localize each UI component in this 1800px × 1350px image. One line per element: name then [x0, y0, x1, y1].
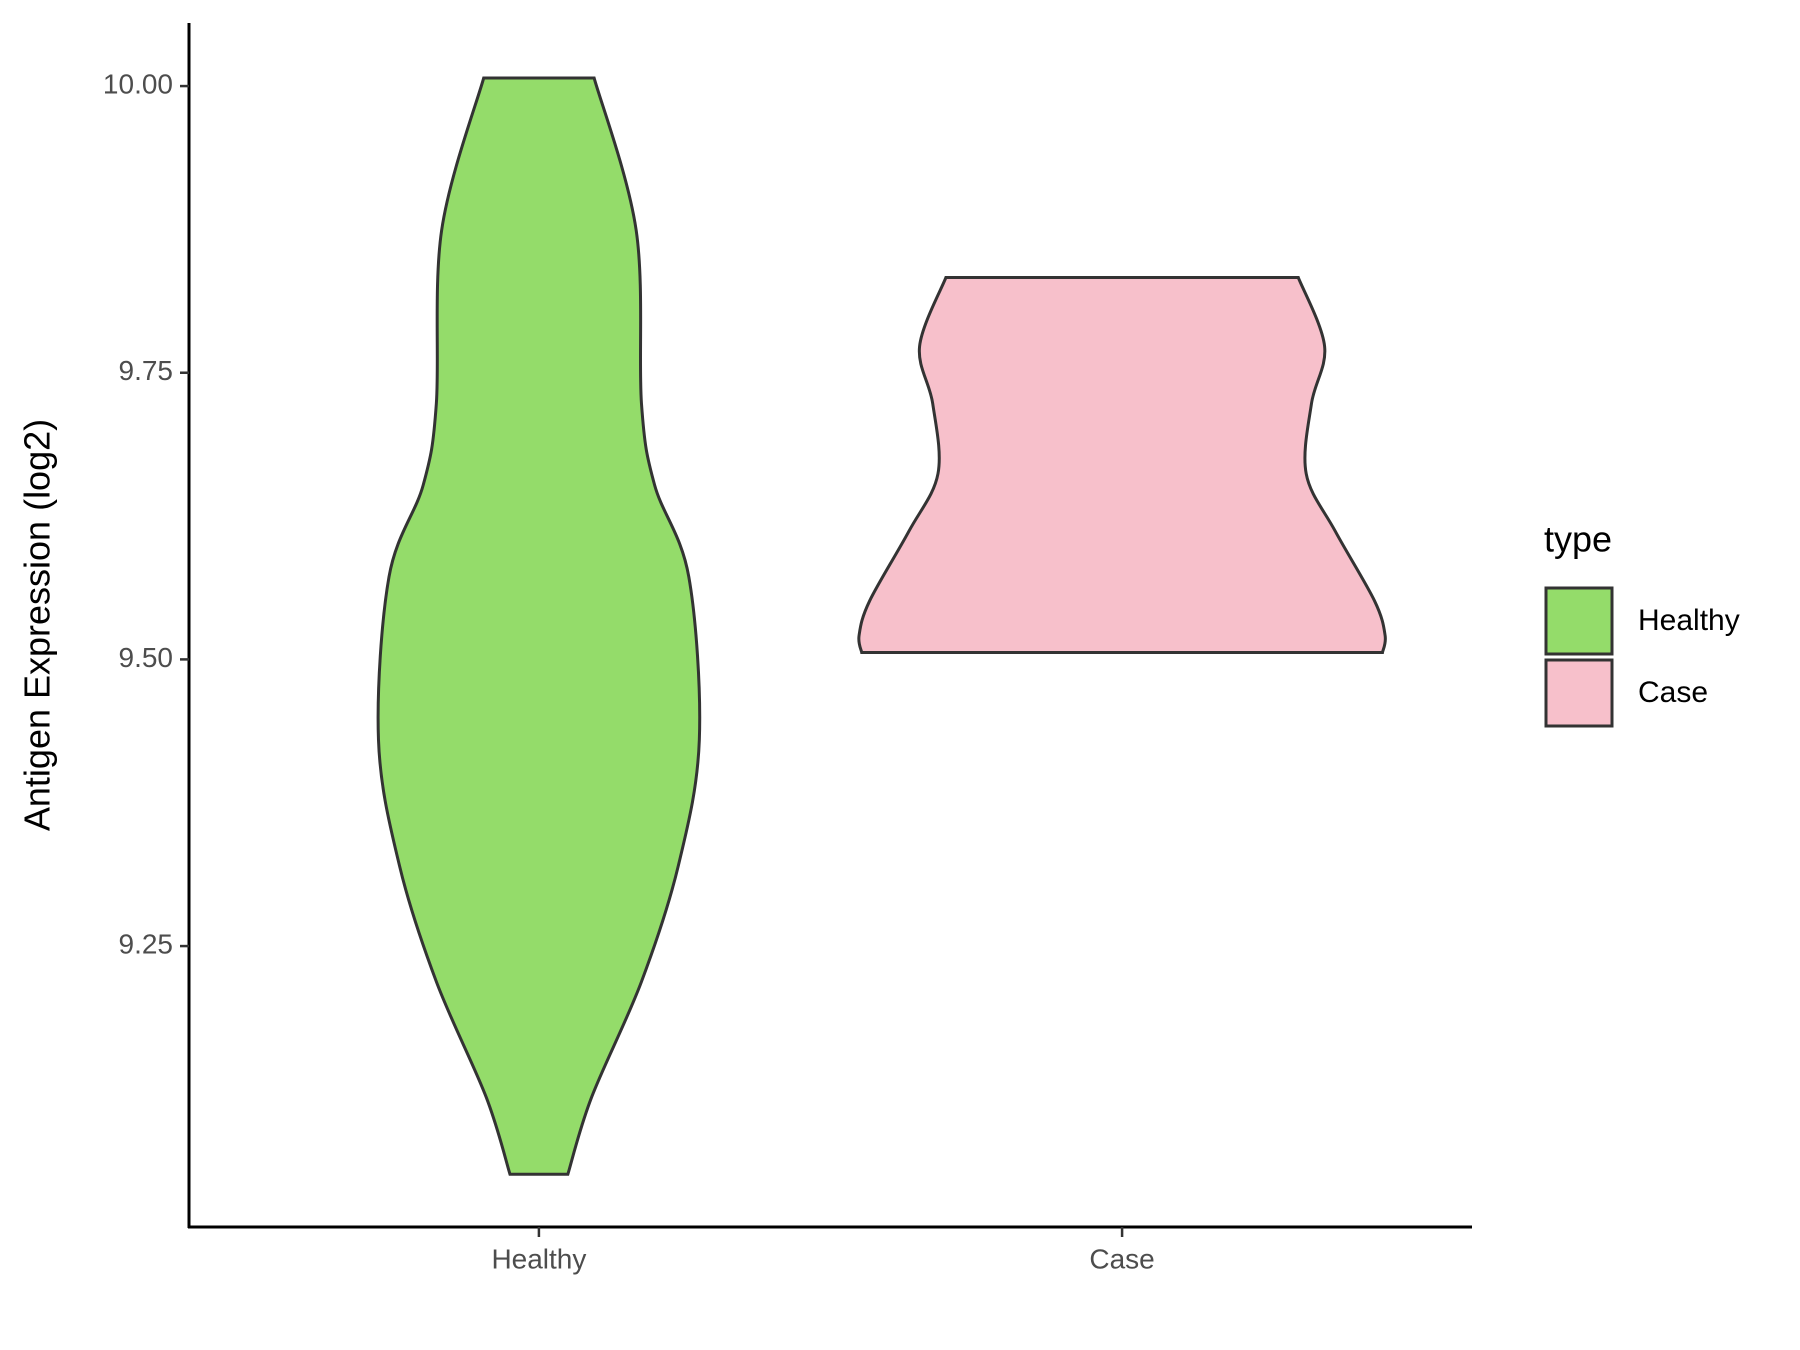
x-tick-label: Case: [1089, 1243, 1154, 1274]
y-tick-label: 10.00: [103, 68, 173, 99]
y-tick-label: 9.50: [119, 642, 174, 673]
violin: [376, 76, 702, 1176]
legend-key: [1544, 586, 1614, 656]
legend-title: type: [1544, 519, 1612, 560]
legend-label: Healthy: [1638, 604, 1740, 637]
x-tick-label: Healthy: [491, 1243, 586, 1274]
violin: [857, 276, 1387, 655]
y-tick-label: 9.75: [119, 355, 174, 386]
legend-label: Case: [1638, 676, 1708, 709]
y-axis-title: Antigen Expression (log2): [17, 419, 58, 831]
legend-key: [1544, 658, 1614, 728]
y-tick-label: 9.25: [119, 928, 174, 959]
